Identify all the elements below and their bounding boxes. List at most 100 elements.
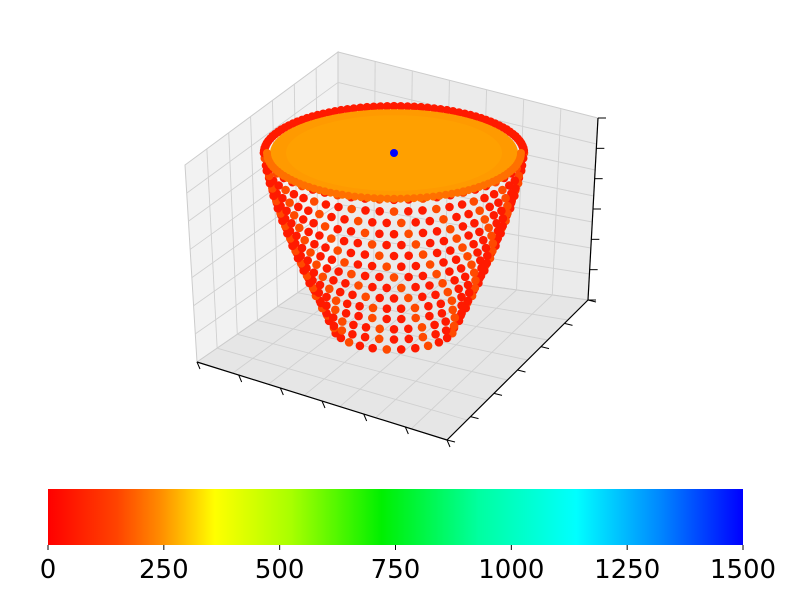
- data-point: [403, 194, 412, 203]
- data-point: [488, 239, 498, 248]
- data-point: [448, 305, 458, 315]
- data-point: [439, 236, 449, 246]
- data-point: [348, 290, 357, 300]
- data-point: [331, 305, 340, 315]
- grid-line: [516, 99, 525, 291]
- data-point: [451, 255, 461, 264]
- data-point: [382, 304, 392, 314]
- data-point: [361, 323, 371, 332]
- data-point: [344, 191, 353, 200]
- data-point: [314, 288, 324, 298]
- data-point: [497, 206, 506, 216]
- data-point: [471, 276, 480, 285]
- data-point: [409, 194, 418, 203]
- data-point: [443, 287, 453, 297]
- data-point: [355, 301, 364, 311]
- x-tick: [404, 426, 409, 435]
- data-point: [464, 231, 473, 240]
- x-axis-line: [196, 361, 448, 441]
- data-point: [422, 193, 431, 202]
- data-point: [418, 228, 428, 238]
- data-point: [294, 202, 303, 212]
- data-point: [300, 235, 310, 245]
- data-point: [481, 243, 491, 253]
- data-point: [287, 219, 296, 228]
- data-point: [376, 102, 385, 111]
- data-point: [281, 185, 290, 195]
- data-point: [458, 222, 468, 231]
- data-point: [370, 194, 379, 203]
- data-point: [441, 326, 451, 335]
- data-point: [325, 284, 334, 294]
- grid-line: [206, 148, 218, 349]
- colorbar-tick-label: 500: [255, 555, 305, 585]
- data-point: [362, 102, 372, 112]
- data-point: [452, 212, 461, 222]
- data-point: [315, 209, 324, 219]
- data-point: [390, 194, 398, 203]
- colorbar-tick-label: 1000: [478, 555, 544, 585]
- data-point: [363, 193, 372, 202]
- data-point: [374, 334, 384, 344]
- data-point: [429, 192, 438, 201]
- data-point: [289, 211, 299, 220]
- grid-line: [551, 108, 562, 296]
- data-point: [397, 240, 406, 250]
- colorbar-tick-label: 0: [40, 555, 57, 585]
- grid-line: [375, 289, 517, 419]
- data-point: [456, 264, 466, 273]
- data-point: [368, 303, 378, 313]
- data-point: [447, 296, 457, 306]
- data-point: [418, 250, 428, 259]
- data-point: [439, 258, 448, 267]
- grid-line: [237, 333, 488, 401]
- data-point: [457, 292, 466, 302]
- data-point: [349, 104, 359, 113]
- data-point: [489, 211, 499, 220]
- y-tick: [493, 392, 503, 396]
- data-point: [445, 202, 454, 212]
- data-point: [382, 345, 392, 354]
- data-point: [446, 224, 455, 234]
- data-point: [368, 282, 377, 292]
- data-point: [343, 105, 352, 114]
- data-point: [469, 197, 479, 206]
- data-point: [480, 215, 490, 224]
- data-point: [353, 260, 363, 269]
- data-point: [367, 261, 377, 271]
- data-point: [397, 262, 406, 272]
- data-point: [404, 324, 413, 334]
- data-point: [484, 223, 494, 233]
- data-point: [344, 338, 354, 347]
- data-point: [397, 283, 406, 293]
- data-point: [309, 218, 318, 228]
- data-point: [454, 284, 464, 294]
- data-point: [396, 102, 406, 111]
- data-point: [382, 102, 392, 111]
- data-point: [404, 293, 413, 303]
- data-point: [382, 262, 392, 272]
- data-point: [397, 218, 406, 228]
- data-point: [476, 256, 485, 265]
- data-point: [367, 240, 377, 249]
- data-point: [411, 261, 421, 271]
- data-point: [457, 301, 466, 310]
- data-point: [418, 292, 427, 302]
- data-point: [463, 296, 473, 306]
- data-point: [353, 238, 363, 248]
- grid-line: [232, 269, 374, 374]
- data-point: [404, 251, 414, 260]
- colorbar: 0 250 500 750 1000 1250 1500: [40, 489, 776, 585]
- data-point: [357, 193, 366, 202]
- data-point: [434, 338, 444, 347]
- data-point: [310, 239, 319, 249]
- colorbar-ticks: 0 250 500 750 1000 1250 1500: [40, 545, 776, 585]
- data-point: [410, 303, 420, 313]
- data-point: [383, 194, 392, 203]
- data-point: [442, 333, 452, 343]
- data-point: [431, 290, 440, 300]
- data-point: [411, 313, 421, 323]
- x-tick: [321, 400, 326, 409]
- data-point: [447, 189, 456, 198]
- data-point: [369, 102, 379, 112]
